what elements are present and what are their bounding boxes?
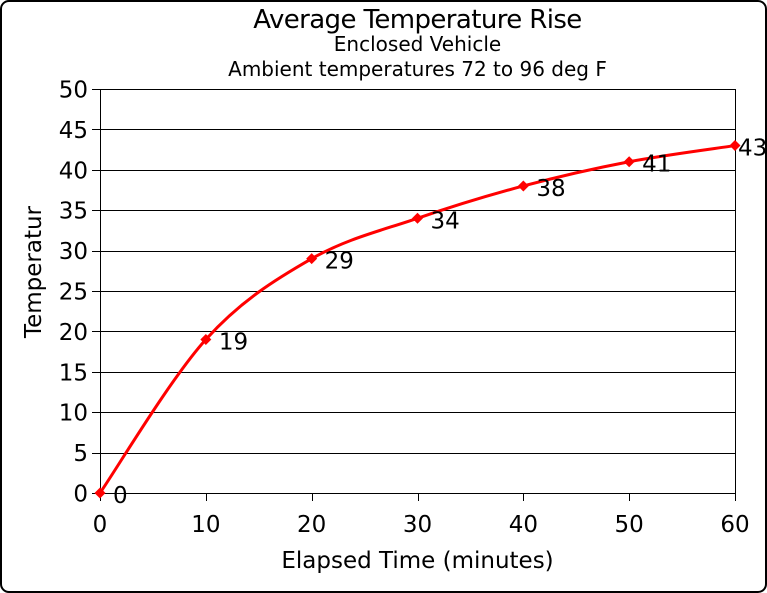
y-axis-title: Temperatur bbox=[21, 205, 47, 339]
x-axis-title: Elapsed Time (minutes) bbox=[281, 548, 553, 574]
data-point-label: 19 bbox=[219, 329, 248, 355]
y-tick-label: 45 bbox=[59, 118, 88, 144]
x-tick-label: 40 bbox=[509, 512, 538, 538]
y-tick-label: 35 bbox=[59, 199, 88, 225]
x-tick-label: 50 bbox=[615, 512, 644, 538]
chart-subtitle-line1: Enclosed Vehicle bbox=[333, 32, 502, 56]
data-point-label: 34 bbox=[431, 208, 460, 234]
data-point-label: 41 bbox=[642, 152, 671, 178]
x-tick-label: 0 bbox=[93, 512, 108, 538]
x-tick-label: 10 bbox=[191, 512, 220, 538]
data-point-marker bbox=[623, 156, 635, 168]
y-tick-label: 50 bbox=[59, 78, 88, 104]
series-line bbox=[98, 144, 737, 495]
data-point-label: 43 bbox=[738, 136, 767, 162]
x-tick-label: 60 bbox=[720, 512, 749, 538]
data-point-label: 38 bbox=[536, 176, 565, 202]
y-tick-label: 5 bbox=[73, 441, 88, 467]
chart-title: Average Temperature Rise bbox=[253, 5, 582, 35]
data-point-marker bbox=[517, 180, 529, 192]
data-point-marker bbox=[94, 487, 106, 499]
data-point-marker bbox=[200, 333, 212, 345]
y-tick-label: 30 bbox=[59, 239, 88, 265]
data-point-label: 0 bbox=[113, 483, 128, 509]
x-tick-label: 30 bbox=[403, 512, 432, 538]
y-tick-label: 10 bbox=[59, 401, 88, 427]
data-point-marker bbox=[306, 253, 318, 265]
data-point-marker bbox=[729, 140, 741, 152]
y-tick-label: 0 bbox=[73, 482, 88, 508]
y-tick-label: 20 bbox=[59, 320, 88, 346]
x-tick-label: 20 bbox=[297, 512, 326, 538]
y-tick-label: 15 bbox=[59, 360, 88, 386]
y-tick-label: 25 bbox=[59, 280, 88, 306]
y-tick-label: 40 bbox=[59, 158, 88, 184]
chart-subtitle-line2: Ambient temperatures 72 to 96 deg F bbox=[228, 57, 607, 81]
data-point-marker bbox=[412, 212, 423, 224]
data-point-label: 29 bbox=[325, 249, 354, 275]
